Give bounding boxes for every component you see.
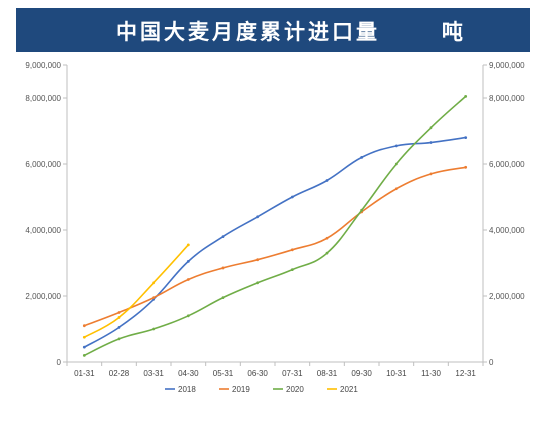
title-bar: 中国大麦月度累计进口量 吨 xyxy=(16,8,530,52)
data-point-2019 xyxy=(152,296,156,300)
data-point-2020 xyxy=(221,296,225,300)
data-point-2019 xyxy=(429,172,433,176)
y-tick-label-right: 0 xyxy=(489,358,494,367)
data-point-2018 xyxy=(429,141,433,144)
data-point-2018 xyxy=(221,235,225,239)
data-point-2021 xyxy=(186,243,190,247)
data-point-2018 xyxy=(290,195,294,199)
legend-label-2020: 2020 xyxy=(286,385,304,394)
data-point-2018 xyxy=(256,215,260,219)
y-tick-label-left: 2,000,000 xyxy=(25,292,61,301)
x-tick-label: 04-30 xyxy=(178,369,199,378)
data-point-2019 xyxy=(117,311,121,314)
data-point-2020 xyxy=(325,251,329,255)
data-point-2020 xyxy=(464,94,468,98)
x-tick-label: 06-30 xyxy=(247,369,268,378)
data-point-2018 xyxy=(186,259,190,263)
y-tick-label-right: 6,000,000 xyxy=(489,160,525,169)
y-tick-label-left: 9,000,000 xyxy=(25,61,61,70)
y-tick-label-right: 9,000,000 xyxy=(489,61,525,70)
data-point-2018 xyxy=(360,156,364,159)
data-point-2020 xyxy=(290,268,294,271)
x-tick-label: 07-31 xyxy=(282,369,303,378)
series-line-2019 xyxy=(84,166,466,327)
series-line-2020 xyxy=(83,95,467,357)
y-tick-label-right: 4,000,000 xyxy=(489,226,525,235)
x-tick-label: 02-28 xyxy=(109,369,130,378)
data-point-2020 xyxy=(360,208,364,212)
data-point-2018 xyxy=(464,136,468,140)
x-tick-label: 01-31 xyxy=(74,369,95,378)
x-tick-label: 05-31 xyxy=(213,369,234,378)
y-tick-label-left: 0 xyxy=(57,358,62,367)
y-tick-label-left: 6,000,000 xyxy=(25,160,61,169)
legend-label-2018: 2018 xyxy=(178,385,196,394)
legend: 2018 2019 2020 2021 xyxy=(165,385,358,394)
data-point-2021 xyxy=(152,281,156,285)
axes: 0 0 2,000,000 2,000,000 4,000,000 4,000,000 6,… xyxy=(25,61,525,378)
data-point-2019 xyxy=(221,266,225,270)
data-point-2020 xyxy=(429,126,433,130)
x-tick-label: 09-30 xyxy=(351,369,372,378)
x-tick-label: 11-30 xyxy=(421,369,441,378)
data-point-2021 xyxy=(82,335,86,339)
x-tick-label: 12-31 xyxy=(455,369,476,378)
data-point-2020 xyxy=(394,162,398,166)
x-tick-label: 10-31 xyxy=(386,369,407,378)
data-point-2019 xyxy=(186,278,190,281)
y-tick-label-left: 8,000,000 xyxy=(25,94,61,103)
data-point-2018 xyxy=(325,179,329,182)
data-point-2019 xyxy=(464,165,468,169)
y-tick-label-right: 2,000,000 xyxy=(489,292,525,301)
data-point-2020 xyxy=(186,314,190,318)
data-point-2018 xyxy=(394,144,398,148)
x-tick-label: 03-31 xyxy=(143,369,164,378)
data-point-2019 xyxy=(290,248,294,252)
y-tick-label-left: 4,000,000 xyxy=(25,226,61,235)
data-point-2019 xyxy=(256,258,260,262)
series-line-2018 xyxy=(83,136,466,348)
legend-label-2021: 2021 xyxy=(340,385,358,394)
series-line-2021 xyxy=(83,244,189,338)
data-point-2021 xyxy=(117,316,121,319)
data-point-2020 xyxy=(152,327,156,331)
data-point-2019 xyxy=(394,187,398,191)
data-point-2020 xyxy=(82,354,86,357)
series-lines xyxy=(82,94,468,357)
data-point-2018 xyxy=(82,345,86,349)
x-tick-label: 08-31 xyxy=(317,369,338,378)
data-point-2020 xyxy=(256,281,260,285)
data-point-2019 xyxy=(325,236,329,240)
chart-title: 中国大麦月度累计进口量 吨 xyxy=(116,19,466,44)
data-point-2018 xyxy=(117,325,121,329)
data-point-2019 xyxy=(82,324,86,328)
y-tick-label-right: 8,000,000 xyxy=(489,94,525,103)
data-point-2020 xyxy=(117,337,121,341)
legend-label-2019: 2019 xyxy=(232,385,250,394)
